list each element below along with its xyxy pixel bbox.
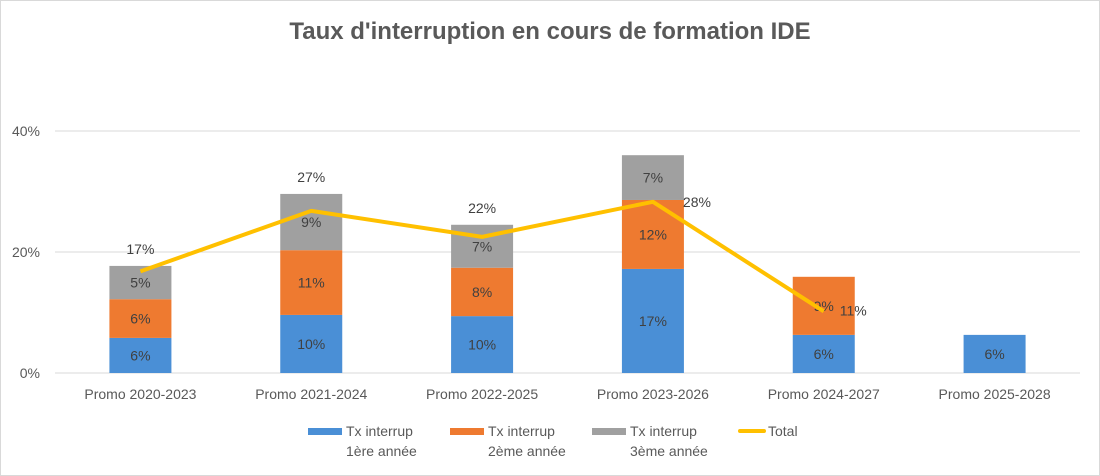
bar-segment <box>280 250 343 315</box>
chart-title: Taux d'interruption en cours de formatio… <box>289 18 811 45</box>
bar-segment <box>792 334 855 373</box>
total-line <box>139 199 825 313</box>
y-tick-label: 0% <box>20 365 40 381</box>
total-data-label: 28% <box>683 194 711 210</box>
bar-segment <box>621 199 684 269</box>
legend-swatch <box>592 428 626 435</box>
legend-item: Tx interrup 1ère année <box>308 421 417 461</box>
x-tick-label: Promo 2023-2026 <box>597 386 709 402</box>
data-label: 6% <box>130 347 150 363</box>
x-tick-label: Promo 2022-2025 <box>426 386 538 402</box>
bar-segment <box>451 267 514 317</box>
legend-label: Tx interrup 1ère année <box>346 423 417 459</box>
bar-segment <box>280 193 343 251</box>
data-label: 17% <box>639 313 667 329</box>
total-data-label: 11% <box>840 302 867 318</box>
data-label: 9% <box>301 214 321 230</box>
data-label: 11% <box>298 275 325 291</box>
x-tick-label: Promo 2025-2028 <box>939 386 1051 402</box>
bar-segment <box>963 334 1026 373</box>
legend-label: Total <box>768 423 798 439</box>
bar-segment <box>792 276 855 335</box>
bar-segment <box>451 316 514 373</box>
total-data-label: 22% <box>468 200 496 216</box>
total-data-label: 27% <box>297 169 325 185</box>
x-tick-label: Promo 2024-2027 <box>768 386 880 402</box>
bar-segment <box>109 299 172 338</box>
bar-segment <box>109 265 172 300</box>
bar-segment <box>621 155 684 200</box>
y-tick-label: 40% <box>12 123 40 139</box>
data-label: 6% <box>130 311 150 327</box>
legend-label: Tx interrup 2ème année <box>488 423 566 459</box>
data-label: 6% <box>984 346 1004 362</box>
legend-swatch <box>738 429 766 433</box>
legend-item: Tx interrup 2ème année <box>450 421 566 461</box>
legend-swatch <box>450 428 484 435</box>
data-label: 10% <box>468 337 496 353</box>
data-label: 10% <box>297 336 325 352</box>
x-tick-label: Promo 2021-2024 <box>255 386 367 402</box>
legend-swatch <box>308 428 342 435</box>
y-tick-label: 20% <box>12 244 40 260</box>
bar-segment <box>280 314 343 373</box>
legend-item: Total <box>738 421 798 441</box>
data-label: 7% <box>643 170 663 186</box>
legend-label: Tx interrup 3ème année <box>630 423 708 459</box>
data-label: 8% <box>472 284 492 300</box>
data-label: 12% <box>639 226 667 242</box>
x-tick-label: Promo 2020-2023 <box>84 386 196 402</box>
bar-segment <box>621 268 684 373</box>
total-data-label: 17% <box>126 241 154 257</box>
legend-item: Tx interrup 3ème année <box>592 421 708 461</box>
bar-segment <box>109 337 172 373</box>
data-label: 5% <box>130 275 150 291</box>
data-label: 6% <box>814 346 834 362</box>
data-label: 7% <box>472 238 492 254</box>
